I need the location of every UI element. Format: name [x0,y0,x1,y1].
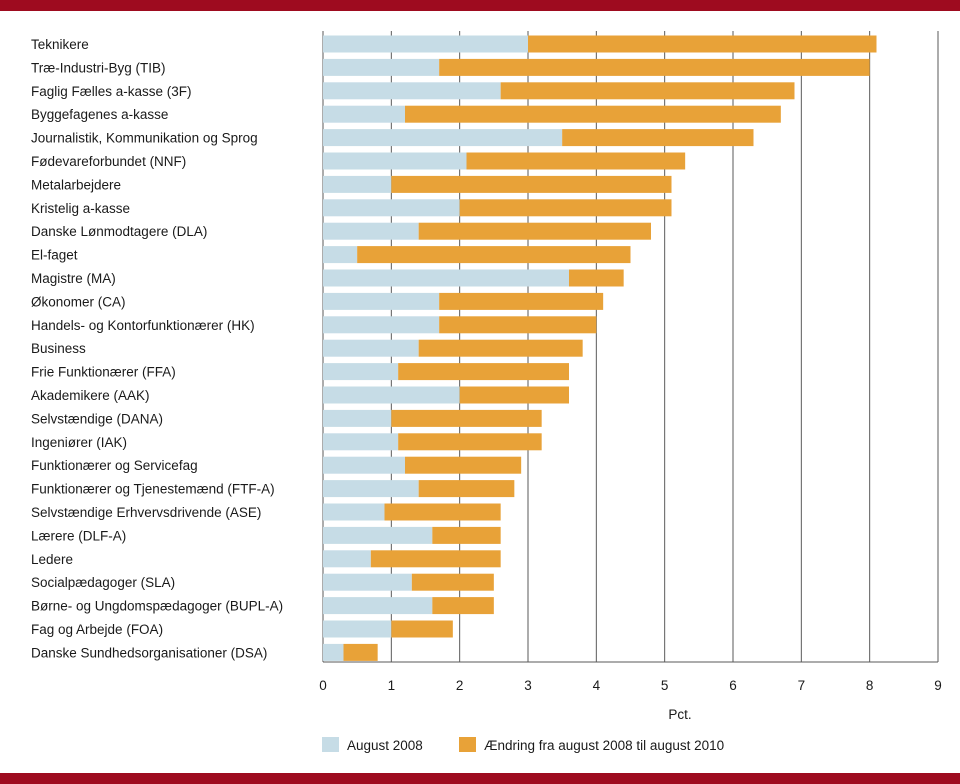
bar-change-2008-2010 [439,58,870,76]
category-label: Magistre (MA) [31,271,116,286]
category-label: Ingeniører (IAK) [31,435,127,450]
bar-august-2008 [323,339,419,357]
bar-change-2008-2010 [391,175,672,193]
bar-change-2008-2010 [432,526,501,544]
category-label: Funktionærer og Servicefag [31,458,198,473]
x-tick-label: 3 [524,678,532,693]
legend-label: August 2008 [347,738,423,753]
bar-change-2008-2010 [411,573,494,591]
bar-august-2008 [323,386,460,404]
bar-change-2008-2010 [528,35,877,53]
bar-change-2008-2010 [370,550,501,568]
category-label: Danske Lønmodtagere (DLA) [31,224,207,239]
bar-august-2008 [323,409,392,427]
category-label: Handels- og Kontorfunktionærer (HK) [31,318,255,333]
bar-change-2008-2010 [343,643,378,661]
category-label: Danske Sundhedsorganisationer (DSA) [31,645,267,660]
bar-august-2008 [323,643,344,661]
bar-change-2008-2010 [391,409,542,427]
category-label: Byggefagenes a-kasse [31,107,168,122]
bar-august-2008 [323,222,419,240]
legend-swatch [459,737,476,752]
category-label: Lærere (DLF-A) [31,528,126,543]
x-tick-label: 9 [934,678,942,693]
bar-change-2008-2010 [459,199,672,217]
top-accent-bar [0,0,960,11]
bar-change-2008-2010 [357,246,631,264]
legend-swatch [322,737,339,752]
bar-change-2008-2010 [418,480,515,498]
bar-august-2008 [323,550,371,568]
bar-change-2008-2010 [398,433,542,451]
bar-change-2008-2010 [432,597,494,615]
category-label: Business [31,341,86,356]
x-tick-label: 0 [319,678,327,693]
bar-change-2008-2010 [418,339,583,357]
category-label: Akademikere (AAK) [31,388,150,403]
category-label: Træ-Industri-Byg (TIB) [31,60,166,75]
bar-change-2008-2010 [398,363,569,381]
x-tick-label: 4 [593,678,601,693]
bar-august-2008 [323,503,385,521]
bar-change-2008-2010 [391,620,453,638]
category-label: Faglig Fælles a-kasse (3F) [31,84,192,99]
bar-august-2008 [323,152,467,170]
bar-august-2008 [323,456,405,474]
category-label: Økonomer (CA) [31,294,126,309]
category-label: Socialpædagoger (SLA) [31,575,175,590]
bar-august-2008 [323,269,569,287]
bar-august-2008 [323,433,399,451]
x-tick-label: 6 [729,678,737,693]
bar-august-2008 [323,58,440,76]
category-label: Selvstændige (DANA) [31,411,163,426]
x-tick-label: 8 [866,678,874,693]
bar-change-2008-2010 [384,503,501,521]
bar-august-2008 [323,363,399,381]
category-label: Frie Funktionærer (FFA) [31,365,176,380]
category-label: Funktionærer og Tjenestemænd (FTF-A) [31,482,275,497]
category-label: Ledere [31,552,73,567]
bar-change-2008-2010 [459,386,569,404]
category-label: Selvstændige Erhvervsdrivende (ASE) [31,505,261,520]
bar-august-2008 [323,480,419,498]
bar-august-2008 [323,292,440,310]
category-label: El-faget [31,248,78,263]
bar-change-2008-2010 [405,456,522,474]
bar-august-2008 [323,526,433,544]
x-tick-label: 7 [798,678,806,693]
category-label: Journalistik, Kommunikation og Sprog [31,131,258,146]
category-label: Kristelig a-kasse [31,201,130,216]
bar-august-2008 [323,246,358,264]
bar-change-2008-2010 [418,222,651,240]
bar-august-2008 [323,316,440,334]
bar-change-2008-2010 [562,129,754,147]
bar-change-2008-2010 [569,269,624,287]
bar-august-2008 [323,129,563,147]
bar-august-2008 [323,620,392,638]
category-label: Fag og Arbejde (FOA) [31,622,163,637]
bar-august-2008 [323,82,501,100]
x-tick-label: 5 [661,678,669,693]
bar-august-2008 [323,597,433,615]
x-axis-label: Pct. [668,707,691,722]
bottom-accent-bar [0,773,960,784]
category-label: Metalarbejdere [31,177,121,192]
bar-august-2008 [323,175,392,193]
x-tick-label: 1 [388,678,396,693]
legend-label: Ændring fra august 2008 til august 2010 [484,738,724,753]
bar-change-2008-2010 [439,292,604,310]
bar-august-2008 [323,573,412,591]
bar-august-2008 [323,35,528,53]
bar-change-2008-2010 [466,152,686,170]
bar-change-2008-2010 [439,316,597,334]
category-label: Teknikere [31,37,89,52]
bar-august-2008 [323,105,405,123]
x-tick-label: 2 [456,678,464,693]
category-label: Børne- og Ungdomspædagoger (BUPL-A) [31,599,283,614]
bar-august-2008 [323,199,460,217]
bar-change-2008-2010 [500,82,795,100]
bar-change-2008-2010 [405,105,781,123]
category-label: Fødevareforbundet (NNF) [31,154,186,169]
